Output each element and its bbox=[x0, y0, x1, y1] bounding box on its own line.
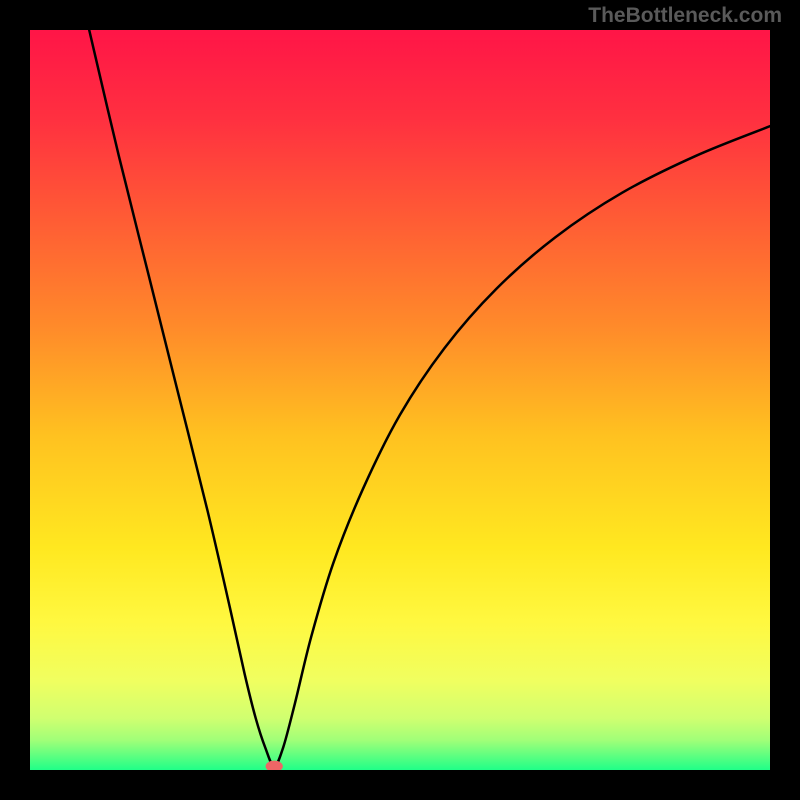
minimum-marker bbox=[266, 761, 282, 770]
bottleneck-chart bbox=[30, 30, 770, 770]
chart-background bbox=[30, 30, 770, 770]
watermark-text: TheBottleneck.com bbox=[588, 4, 782, 28]
